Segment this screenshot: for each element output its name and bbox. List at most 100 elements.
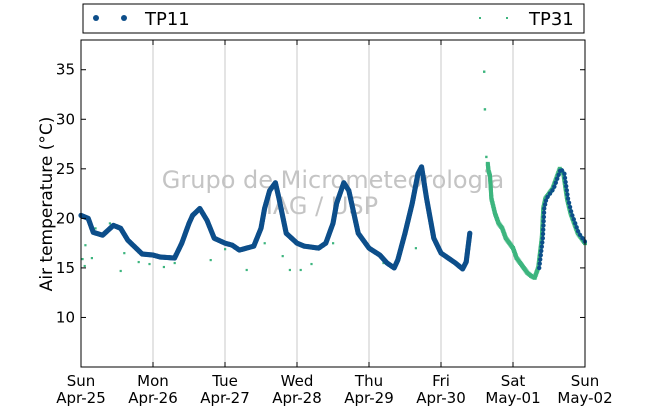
tp31-point: [162, 265, 165, 269]
tp11-point: [570, 213, 575, 218]
legend-marker-tp31-a: [479, 17, 481, 19]
tp11-point: [539, 244, 544, 249]
tp31-point: [483, 70, 486, 73]
tp11-point: [574, 225, 579, 230]
y-tick-label: 20: [56, 209, 75, 227]
tp11-point: [566, 200, 572, 205]
tp11-point: [562, 171, 567, 176]
tp11-point: [571, 217, 576, 222]
tp11-point: [564, 183, 569, 189]
tp31-point: [209, 258, 212, 262]
tp11-point: [575, 229, 581, 234]
x-tick-label-date: Apr-27: [200, 389, 250, 407]
tp11-point: [540, 235, 545, 241]
tp11-point: [559, 168, 565, 173]
tp11-point: [541, 218, 546, 224]
tp11-point: [538, 257, 543, 262]
y-tick-label: 25: [56, 160, 75, 178]
plot-frame: [80, 39, 586, 368]
x-tick-label-date: Apr-25: [56, 389, 106, 407]
tp31-point: [81, 257, 84, 261]
x-tick-label-day: Sun: [67, 372, 96, 390]
tp11-point: [540, 240, 545, 245]
tp11-point: [563, 179, 568, 185]
tp11-point: [467, 230, 473, 236]
tp11-point: [577, 232, 583, 238]
tp31-point: [173, 261, 176, 265]
axis-ticks: [80, 40, 586, 367]
tp31-point: [414, 247, 417, 250]
tp31-point: [288, 268, 291, 272]
tp11-point: [541, 223, 546, 228]
tp11-point: [555, 176, 560, 181]
tp11-point: [541, 227, 546, 232]
x-tick-label-day: Thu: [354, 372, 383, 390]
tp11-point: [537, 261, 542, 266]
tp31-point: [332, 242, 335, 245]
x-tick-label-day: Sat: [501, 372, 526, 390]
tp11-point: [553, 180, 558, 185]
legend-marker-tp11-b: [121, 15, 127, 21]
tp31-point: [299, 268, 302, 272]
tp11-point: [562, 175, 568, 181]
tp31-point: [148, 262, 151, 266]
tp11-point: [565, 196, 571, 201]
watermark-line-1: Grupo de Micrometeorologia: [162, 166, 504, 194]
tp11-point: [550, 188, 555, 193]
tp11-point: [541, 210, 547, 215]
tp11-point: [564, 188, 569, 193]
tp11-point: [556, 172, 561, 177]
x-tick-label-day: Sun: [571, 372, 600, 390]
tp11-point: [568, 209, 574, 214]
tp31-point: [382, 261, 385, 265]
tp31-point: [245, 268, 248, 272]
tp11-point: [538, 252, 543, 258]
tp31-point: [119, 269, 122, 273]
x-tick-label-date: Apr-29: [344, 389, 394, 407]
tp11-point: [541, 214, 547, 220]
x-tick-label-day: Tue: [211, 372, 238, 390]
tp31-point: [83, 264, 86, 268]
legend-label-tp11: TP11: [144, 9, 190, 30]
tp31-point: [108, 222, 111, 225]
legend-label-tp31: TP31: [528, 9, 574, 30]
tp31-point: [137, 260, 140, 264]
tp31-point: [263, 242, 266, 245]
x-tick-label-day: Wed: [281, 372, 314, 390]
x-tick-label-day: Fri: [432, 372, 450, 390]
legend: TP11 TP31: [82, 3, 585, 34]
x-tick-label-date: Apr-30: [416, 389, 466, 407]
tp11-point: [542, 206, 547, 211]
tp11-point: [567, 204, 573, 210]
legend-box: [82, 3, 585, 34]
y-tick-label: 15: [56, 259, 75, 277]
y-tick-label: 10: [56, 308, 75, 326]
series-tp11: [78, 164, 587, 272]
y-tick-label: 30: [56, 110, 75, 128]
tp31-point: [123, 252, 126, 255]
legend-marker-tp31-b: [506, 17, 508, 19]
tp11-point: [573, 221, 578, 226]
tp31-point: [281, 255, 284, 258]
legend-marker-tp11-a: [93, 15, 99, 21]
x-tick-label-day: Mon: [137, 372, 169, 390]
tp11-point: [542, 202, 548, 207]
tp31-point: [94, 227, 97, 230]
y-axis-label: Air temperature (°C): [37, 117, 57, 292]
tp11-point: [565, 192, 570, 197]
tp11-point: [537, 265, 542, 271]
vertical-gridlines: [152, 40, 514, 367]
tp31-point: [84, 244, 87, 247]
tp31-point: [90, 257, 93, 260]
tp11-point: [552, 184, 557, 189]
x-tick-label-date: Apr-28: [272, 389, 322, 407]
tp11-point: [540, 231, 546, 237]
tp11-point: [543, 198, 549, 203]
tp31-point: [485, 155, 488, 159]
x-tick-label-date: May-02: [557, 389, 612, 407]
tp11-point: [539, 248, 544, 254]
tp31-point: [310, 262, 313, 266]
tp11-point: [547, 191, 553, 196]
tp11-point: [545, 194, 550, 200]
